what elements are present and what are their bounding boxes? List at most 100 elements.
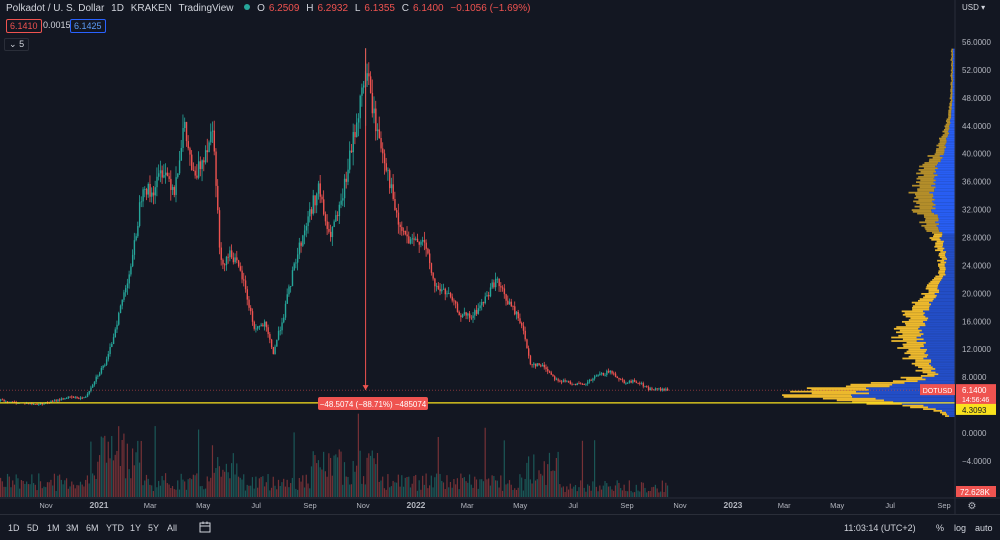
volume-bar <box>453 479 455 497</box>
candle-body <box>336 215 339 217</box>
volume-profile-bar-up <box>952 92 955 95</box>
volume-bar <box>149 484 151 497</box>
range-all[interactable]: All <box>167 523 178 533</box>
volume-profile-bar-up <box>869 392 955 395</box>
volume-bar <box>138 462 141 497</box>
volume-bar <box>510 484 512 497</box>
range-ytd[interactable]: YTD <box>106 523 124 533</box>
volume-bar <box>260 476 262 497</box>
price-chart[interactable]: −48.5074 (−88.71%) −485074 56.0000 52.0000… <box>0 0 1000 514</box>
volume-bar <box>67 488 69 497</box>
candle-body <box>392 184 394 199</box>
volume-bar <box>112 460 115 497</box>
candle-body <box>566 381 568 383</box>
volume-bar <box>197 429 200 497</box>
range-5d[interactable]: 5D <box>27 523 39 533</box>
volume-bar <box>340 451 342 497</box>
candle-body <box>97 375 99 377</box>
log-toggle[interactable]: log <box>954 523 967 533</box>
volume-profile-bar-down <box>914 205 933 208</box>
volume-profile-bar-up <box>951 116 955 119</box>
range-3m[interactable]: 3M <box>66 523 79 533</box>
volume-bar <box>283 478 285 497</box>
volume-profile-bar-up <box>931 361 955 363</box>
candle-body <box>229 250 231 258</box>
candle-body <box>444 288 447 295</box>
volume-profile-bar-down <box>933 409 943 412</box>
volume-profile-bar-down <box>939 266 946 269</box>
volume-bar <box>489 485 491 497</box>
candle-body <box>279 330 282 332</box>
volume-bar <box>305 474 307 497</box>
volume-bar <box>192 474 194 497</box>
interval-label[interactable]: 1D <box>111 3 124 14</box>
open-value: 6.2509 <box>268 3 300 14</box>
candle-body <box>555 379 558 381</box>
volume-profile-bar-down <box>941 135 948 138</box>
volume-profile-bar-down <box>946 118 951 121</box>
candle-body <box>376 129 379 132</box>
range-5y[interactable]: 5Y <box>148 523 160 533</box>
volume-bar <box>342 484 344 497</box>
indicator-toggle[interactable]: ⌄ 5 <box>4 38 30 51</box>
volume-profile-bar-up <box>945 266 955 269</box>
volume-profile-bar-up <box>949 415 955 417</box>
candle-body <box>300 242 302 246</box>
candle-body <box>488 295 490 297</box>
candle-body <box>458 311 460 316</box>
buy-price-button[interactable]: 6.1425 <box>70 19 106 33</box>
volume-bar <box>364 484 366 497</box>
volume-profile-bar-down <box>912 308 930 311</box>
symbol-title[interactable]: Polkadot / U. S. Dollar <box>6 3 105 14</box>
volume-profile-bar-down <box>934 153 944 156</box>
volume-profile-bar-up <box>952 78 955 81</box>
percent-toggle[interactable]: % <box>936 523 945 533</box>
candle-body <box>286 294 288 304</box>
auto-toggle[interactable]: auto <box>975 523 993 533</box>
volume-bar <box>222 469 224 497</box>
volume-bar <box>277 479 280 497</box>
currency-selector[interactable]: USD ▾ <box>962 3 985 12</box>
candle-body <box>197 161 200 178</box>
volume-bar <box>105 462 108 497</box>
volume-profile-bar-up <box>947 413 955 416</box>
symbol-tag: DOTUSD <box>923 388 953 395</box>
volume-bar <box>88 483 90 497</box>
volume-bar <box>458 489 460 497</box>
clock-readout[interactable]: 11:03:14 (UTC+2) <box>844 523 916 533</box>
candle-body <box>295 262 297 264</box>
volume-bar <box>449 482 452 497</box>
gear-icon[interactable]: ⚙ <box>968 501 977 512</box>
price-tick-label: 12.0000 <box>962 345 991 354</box>
volume-profile-bar-up <box>923 345 955 348</box>
volume-bar <box>552 470 554 497</box>
candle-body <box>515 311 518 315</box>
volume-profile-bar-down <box>910 406 929 409</box>
range-6m[interactable]: 6M <box>86 523 99 533</box>
volume-bar <box>257 487 259 497</box>
volume-profile-bar-down <box>908 355 928 358</box>
volume-bar <box>225 463 227 497</box>
volume-bar <box>595 486 597 497</box>
date-range-icon[interactable] <box>199 521 211 535</box>
volume-bar <box>131 448 134 497</box>
volume-profile-bar-down <box>906 341 926 344</box>
candle-body <box>262 324 264 327</box>
current-price-tag-bg <box>956 384 996 405</box>
range-1y[interactable]: 1Y <box>130 523 142 533</box>
range-1d[interactable]: 1D <box>8 523 20 533</box>
sell-price-button[interactable]: 6.1410 <box>6 19 42 33</box>
candle-body <box>362 85 365 88</box>
candle-body <box>218 210 221 248</box>
support-tag-bg <box>956 403 996 415</box>
candle-body <box>178 160 181 174</box>
volume-profile-bar-up <box>945 273 955 276</box>
volume-profile-bar-down <box>915 193 934 196</box>
volume-bar <box>656 488 658 497</box>
volume-bar <box>144 480 146 497</box>
candle-body <box>637 382 639 384</box>
candle-body <box>109 346 111 355</box>
candle-body <box>333 221 335 227</box>
volume-profile-bar-down <box>926 230 940 232</box>
range-1m[interactable]: 1M <box>47 523 60 533</box>
